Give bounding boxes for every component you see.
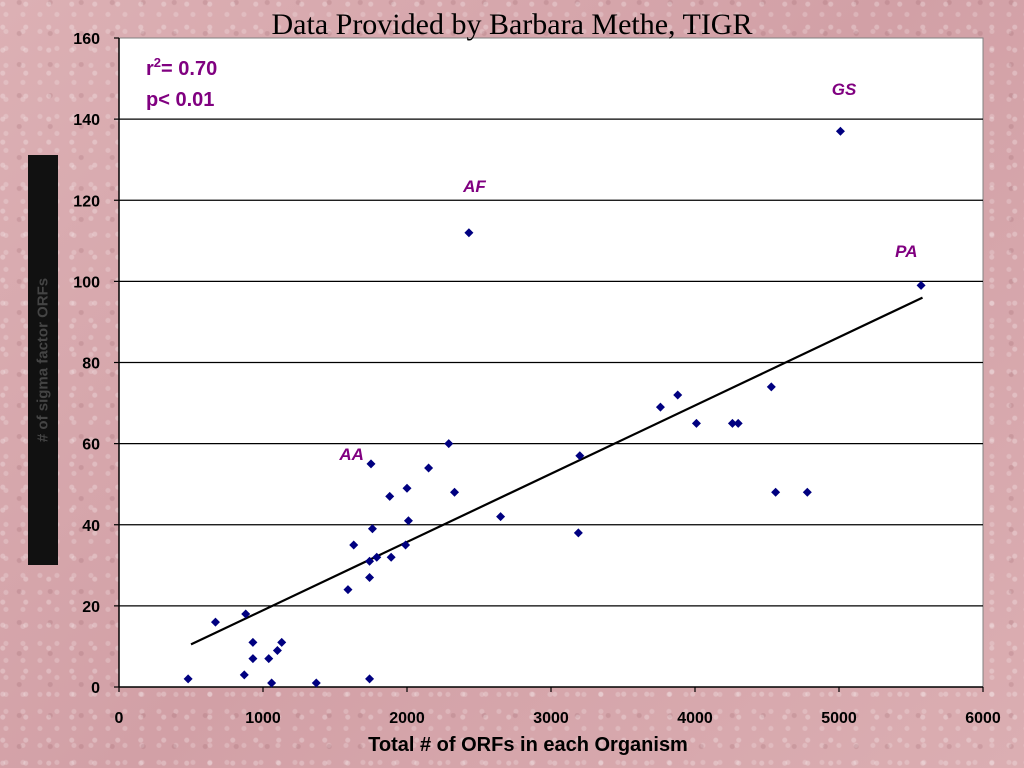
data-points (183, 126, 926, 688)
y-axis-label-box: # of sigma factor ORFs (28, 155, 58, 565)
data-point (733, 418, 743, 428)
data-point (311, 678, 321, 688)
annotation-label: AA (338, 445, 364, 464)
y-tick-label: 100 (73, 274, 100, 291)
data-point (365, 572, 375, 582)
data-point (673, 390, 683, 400)
data-point (367, 524, 377, 534)
data-point (365, 674, 375, 684)
data-point (575, 451, 585, 461)
data-point (343, 585, 353, 595)
data-point (349, 540, 359, 550)
data-point (450, 487, 460, 497)
data-point (241, 609, 251, 619)
axes (114, 37, 984, 692)
x-tick-label: 0 (115, 710, 124, 727)
x-axis-label: Total # of ORFs in each Organism (368, 734, 688, 756)
data-point (655, 402, 665, 412)
data-point (239, 670, 249, 680)
y-tick-label: 0 (91, 680, 100, 697)
data-point (183, 674, 193, 684)
trendline (190, 296, 923, 646)
y-axis-label: # of sigma factor ORFs (34, 277, 52, 443)
data-point (916, 280, 926, 290)
data-point (573, 528, 583, 538)
y-tick-label: 20 (82, 599, 100, 616)
data-point (691, 418, 701, 428)
data-point (372, 552, 382, 562)
data-point (402, 483, 412, 493)
y-tick-label: 120 (73, 193, 100, 210)
trendline-group (190, 296, 923, 646)
data-point (401, 540, 411, 550)
data-point (365, 556, 375, 566)
y-tick-label: 40 (82, 518, 100, 535)
data-point (386, 552, 396, 562)
x-tick-label: 1000 (245, 710, 281, 727)
slide-title: Data Provided by Barbara Methe, TIGR (271, 8, 753, 41)
stat-p-value: p< 0.01 (146, 89, 214, 111)
x-tick-label: 3000 (533, 710, 569, 727)
data-point (496, 512, 506, 522)
data-point (727, 418, 737, 428)
data-point (385, 491, 395, 501)
data-point (835, 126, 845, 136)
gridlines (119, 118, 983, 607)
y-tick-label: 140 (73, 112, 100, 129)
y-tick-label: 80 (82, 356, 100, 373)
data-point (464, 228, 474, 238)
data-point (267, 678, 277, 688)
annotation-label: AF (462, 177, 486, 196)
annotation-label: GS (832, 80, 857, 99)
data-point (424, 463, 434, 473)
x-tick-label: 2000 (389, 710, 425, 727)
y-tick-label: 60 (82, 437, 100, 454)
y-tick-labels: 0 20 40 60 80 100 120 140 160 (73, 31, 100, 697)
data-point (366, 459, 376, 469)
data-point (248, 654, 258, 664)
data-point (277, 637, 287, 647)
data-point (771, 487, 781, 497)
stat-r-squared: r2= 0.70 (146, 55, 217, 80)
x-tick-label: 6000 (965, 710, 1001, 727)
annotation-label: PA (895, 242, 917, 261)
data-point (444, 439, 454, 449)
x-tick-labels: 0 1000 2000 3000 4000 5000 6000 (115, 710, 1001, 727)
data-point (264, 654, 274, 664)
x-tick-label: 4000 (677, 710, 713, 727)
annotations: AA AF GS PA (338, 80, 917, 464)
data-point (272, 645, 282, 655)
data-point (210, 617, 220, 627)
x-tick-label: 5000 (821, 710, 857, 727)
data-point (403, 516, 413, 526)
data-point (802, 487, 812, 497)
data-point (766, 382, 776, 392)
y-tick-label: 160 (73, 31, 100, 48)
data-point (248, 637, 258, 647)
